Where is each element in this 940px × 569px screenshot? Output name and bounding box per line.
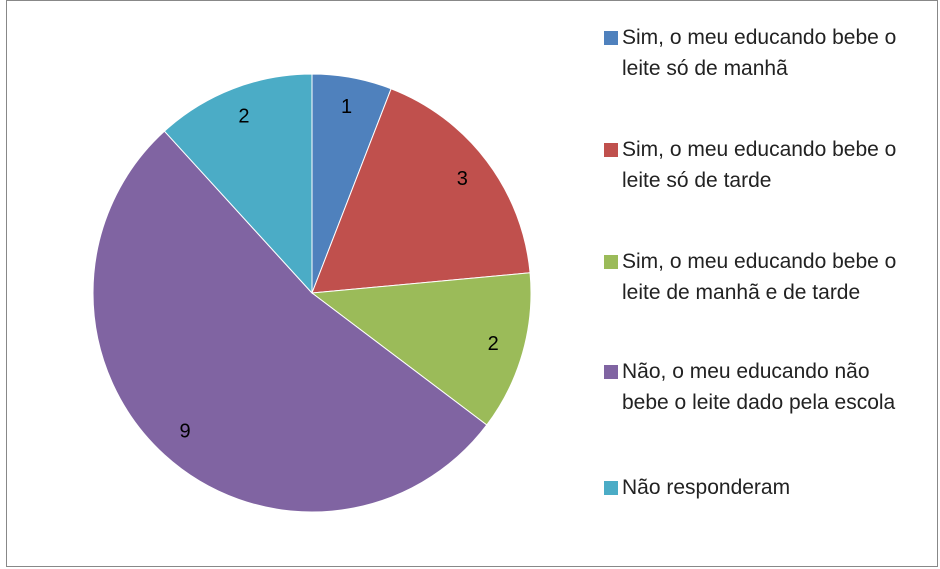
legend-label: Sim, o meu educando bebe o leite só de t… <box>622 138 897 192</box>
legend-item: Sim, o meu educando bebe o leite só de t… <box>604 134 904 196</box>
legend-label: Sim, o meu educando bebe o leite só de m… <box>622 26 897 80</box>
legend-swatch <box>604 481 618 495</box>
legend-label: Não, o meu educando não bebe o leite dad… <box>622 360 896 414</box>
legend-item: Sim, o meu educando bebe o leite só de m… <box>604 22 904 84</box>
chart-frame <box>6 0 938 567</box>
legend-item: Sim, o meu educando bebe o leite de manh… <box>604 246 904 308</box>
legend-label: Não responderam <box>622 476 791 499</box>
data-label: 2 <box>238 106 249 128</box>
pie-slice <box>92 130 488 513</box>
legend-swatch <box>604 31 618 45</box>
legend-swatch <box>604 143 618 157</box>
data-label: 3 <box>457 168 468 190</box>
pie-slice <box>311 88 531 294</box>
data-label: 2 <box>488 333 499 355</box>
data-label: 1 <box>341 96 352 118</box>
data-label: 9 <box>180 420 191 442</box>
pie-slice <box>163 73 313 295</box>
legend-item: Não responderam <box>604 472 904 503</box>
pie-slice <box>310 272 532 426</box>
legend-swatch <box>604 255 618 269</box>
legend-item: Não, o meu educando não bebe o leite dad… <box>604 356 904 418</box>
legend-label: Sim, o meu educando bebe o leite de manh… <box>622 250 897 304</box>
legend-swatch <box>604 365 618 379</box>
